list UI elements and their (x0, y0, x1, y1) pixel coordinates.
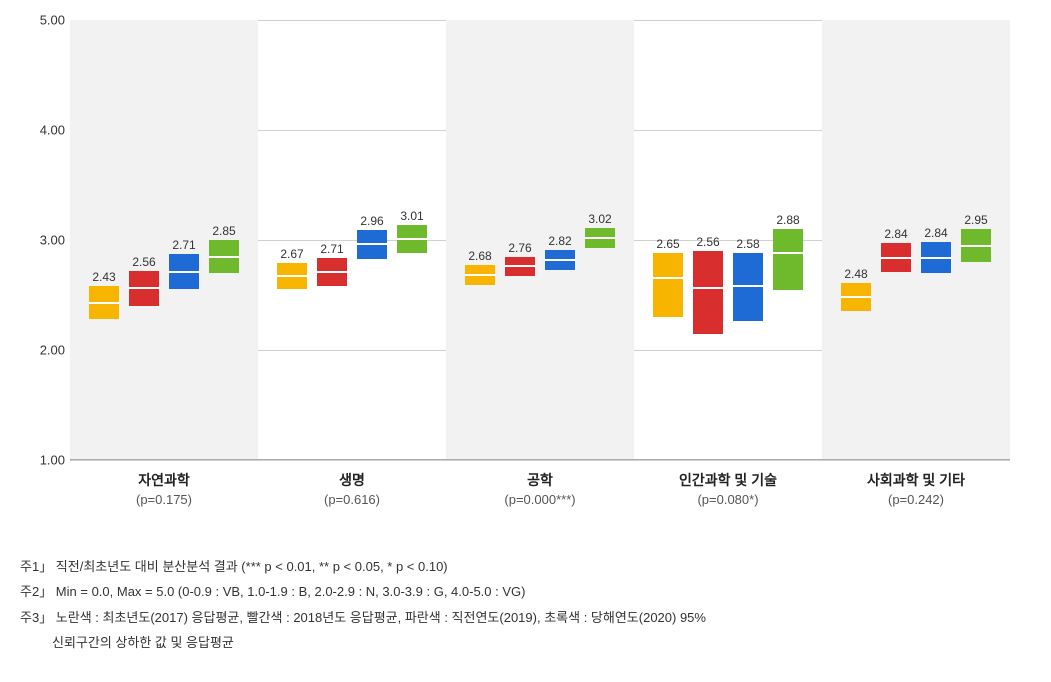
mean-line (653, 277, 683, 279)
ci-box: 2.85 (209, 240, 239, 273)
note-2: 주2」 Min = 0.0, Max = 5.0 (0-0.9 : VB, 1.… (20, 580, 1031, 603)
value-label: 2.71 (307, 242, 357, 256)
ci-box: 2.84 (881, 243, 911, 272)
ci-box: 3.01 (397, 225, 427, 254)
ci-box: 2.48 (841, 283, 871, 312)
mean-line (961, 245, 991, 247)
value-label: 2.56 (119, 255, 169, 269)
value-label: 2.58 (723, 237, 773, 251)
value-label: 2.82 (535, 234, 585, 248)
value-label: 2.85 (199, 224, 249, 238)
value-label: 2.95 (951, 213, 1001, 227)
y-tick-label: 2.00 (25, 343, 65, 358)
category-pvalue: (p=0.616) (258, 492, 446, 507)
value-label: 3.01 (387, 209, 437, 223)
ci-box: 3.02 (585, 228, 615, 248)
ci-box: 2.95 (961, 229, 991, 262)
category-label: 공학 (446, 470, 634, 490)
ci-box: 2.88 (773, 229, 803, 290)
mean-line (505, 265, 535, 267)
y-tick-label: 4.00 (25, 123, 65, 138)
mean-line (129, 287, 159, 289)
category-label: 생명 (258, 470, 446, 490)
mean-line (209, 256, 239, 258)
value-label: 2.48 (831, 267, 881, 281)
mean-line (693, 287, 723, 289)
mean-line (773, 252, 803, 254)
ci-box: 2.76 (505, 257, 535, 277)
ci-box: 2.43 (89, 286, 119, 319)
gridline (70, 460, 1010, 461)
y-tick-label: 5.00 (25, 13, 65, 28)
mean-line (921, 257, 951, 259)
category-label: 인간과학 및 기술 (634, 470, 822, 490)
ci-box: 2.71 (169, 254, 199, 289)
plot-area: 2.432.562.712.852.672.712.963.012.682.76… (70, 20, 1010, 460)
category-pvalue: (p=0.242) (822, 492, 1010, 507)
note-3-line2: 신뢰구간의 상하한 값 및 응답평균 (20, 631, 1031, 654)
ci-box: 2.84 (921, 242, 951, 273)
mean-line (357, 243, 387, 245)
ci-box: 2.71 (317, 258, 347, 287)
ci-box: 2.96 (357, 230, 387, 259)
mean-line (545, 259, 575, 261)
ci-box: 2.65 (653, 253, 683, 317)
mean-line (733, 285, 763, 287)
mean-line (89, 302, 119, 304)
note-3-line1: 주3」 노란색 : 최초년도(2017) 응답평균, 빨간색 : 2018년도 … (20, 606, 1031, 629)
note-1: 주1」 직전/최초년도 대비 분산분석 결과 (*** p < 0.01, **… (20, 555, 1031, 578)
value-label: 2.71 (159, 238, 209, 252)
mean-line (841, 296, 871, 298)
category-pvalue: (p=0.175) (70, 492, 258, 507)
y-tick-label: 3.00 (25, 233, 65, 248)
category-label: 자연과학 (70, 470, 258, 490)
chart-notes: 주1」 직전/최초년도 대비 분산분석 결과 (*** p < 0.01, **… (20, 555, 1031, 655)
category-pvalue: (p=0.000***) (446, 492, 634, 507)
value-label: 3.02 (575, 212, 625, 226)
ci-box: 2.58 (733, 253, 763, 321)
value-label: 2.88 (763, 213, 813, 227)
ci-box: 2.56 (693, 251, 723, 334)
value-label: 2.43 (79, 270, 129, 284)
value-label: 2.84 (911, 226, 961, 240)
mean-line (465, 274, 495, 276)
ci-box: 2.82 (545, 250, 575, 270)
chart-container: 2.432.562.712.852.672.712.963.012.682.76… (20, 10, 1020, 540)
y-tick-label: 1.00 (25, 453, 65, 468)
ci-box: 2.68 (465, 265, 495, 285)
category-label: 사회과학 및 기타 (822, 470, 1010, 490)
mean-line (881, 257, 911, 259)
mean-line (397, 238, 427, 240)
mean-line (585, 237, 615, 239)
category-pvalue: (p=0.080*) (634, 492, 822, 507)
ci-box: 2.67 (277, 263, 307, 289)
mean-line (169, 271, 199, 273)
mean-line (277, 275, 307, 277)
ci-box: 2.56 (129, 271, 159, 306)
mean-line (317, 271, 347, 273)
